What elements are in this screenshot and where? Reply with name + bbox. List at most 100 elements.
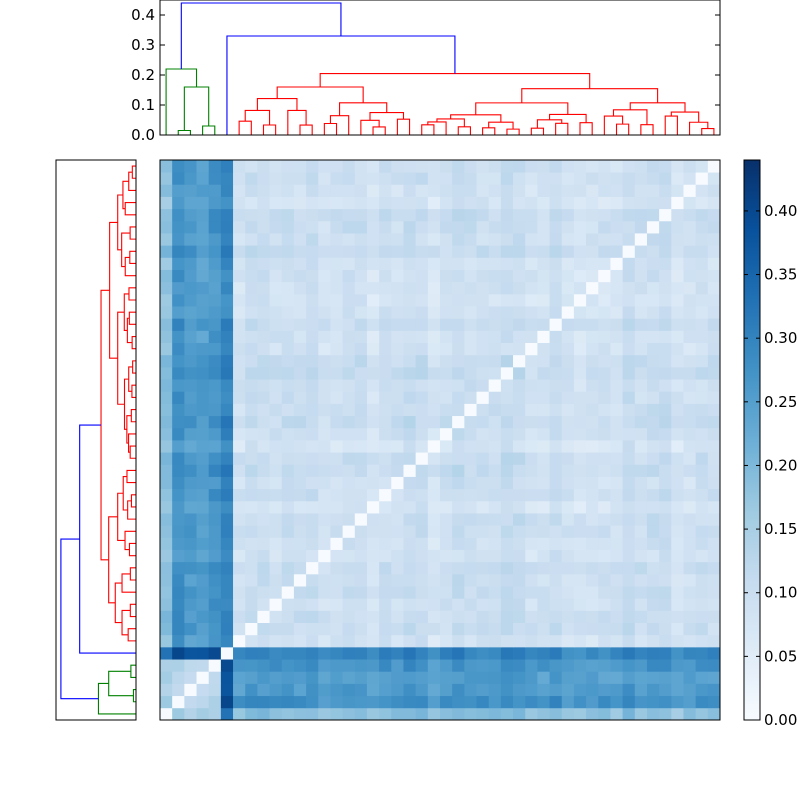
heatmap-cell xyxy=(646,440,660,453)
heatmap-cell xyxy=(330,573,343,587)
heatmap-cell xyxy=(440,330,453,343)
heatmap-cell xyxy=(257,695,270,709)
colorbar-tick-label: 0.25 xyxy=(764,393,797,411)
heatmap-cell xyxy=(415,354,429,368)
heatmap-cell xyxy=(160,379,173,392)
heatmap-cell xyxy=(269,269,283,283)
heatmap-cell xyxy=(683,330,697,343)
heatmap-cell xyxy=(233,293,246,307)
heatmap-cell xyxy=(525,196,538,210)
heatmap-cell xyxy=(659,525,672,538)
dendrogram-link xyxy=(475,102,569,115)
heatmap-cell xyxy=(415,330,429,343)
heatmap-cell xyxy=(646,233,660,246)
heatmap-cell xyxy=(695,598,709,611)
heatmap-cell xyxy=(160,208,173,222)
heatmap-cell xyxy=(440,354,453,368)
heatmap-cell xyxy=(342,342,356,356)
heatmap-cell xyxy=(354,610,368,623)
heatmap-cell xyxy=(671,452,684,465)
heatmap-cell xyxy=(306,306,319,319)
heatmap-cell xyxy=(196,208,210,222)
heatmap-cell xyxy=(488,464,502,477)
heatmap-cell xyxy=(196,525,210,538)
heatmap-cell xyxy=(342,695,356,709)
heatmap-cell xyxy=(440,269,453,283)
heatmap-cell xyxy=(610,379,623,392)
heatmap-cell xyxy=(537,646,550,660)
heatmap-cell xyxy=(281,269,295,283)
heatmap-cell xyxy=(342,573,356,587)
dendrogram-link xyxy=(165,68,198,135)
heatmap-cell xyxy=(525,646,538,660)
heatmap-cell xyxy=(160,634,173,648)
heatmap-cell xyxy=(281,634,295,648)
heatmap-cell xyxy=(586,415,599,429)
heatmap-cell xyxy=(281,330,295,343)
heatmap-cell xyxy=(281,537,295,550)
heatmap-cell xyxy=(342,646,356,660)
heatmap-cell xyxy=(513,415,526,429)
heatmap-cell xyxy=(634,220,648,234)
heatmap-cell xyxy=(330,488,343,502)
heatmap-cell xyxy=(318,513,331,526)
heatmap-cell xyxy=(586,257,599,270)
heatmap-cell xyxy=(500,598,514,611)
heatmap-cell xyxy=(610,634,623,648)
heatmap-cell xyxy=(220,452,234,465)
heatmap-cell xyxy=(269,245,283,258)
heatmap-cell xyxy=(172,610,185,623)
heatmap-cell xyxy=(342,598,356,611)
heatmap-cell xyxy=(513,208,526,222)
heatmap-cell xyxy=(634,695,648,709)
dendrogram-link xyxy=(329,115,350,135)
heatmap-cell xyxy=(707,573,721,587)
heatmap-cell xyxy=(196,257,210,270)
heatmap-cell xyxy=(488,586,502,599)
heatmap-cell xyxy=(707,269,721,283)
heatmap-cell xyxy=(683,707,697,721)
heatmap-cell xyxy=(598,391,611,404)
dendrogram-link xyxy=(121,573,136,593)
heatmap-cell xyxy=(525,208,538,222)
heatmap-cell xyxy=(634,671,648,684)
heatmap-cell xyxy=(440,500,453,514)
heatmap-cell xyxy=(671,427,684,441)
heatmap-cell xyxy=(440,318,453,331)
heatmap-cell xyxy=(330,476,343,490)
heatmap-cell xyxy=(598,561,611,575)
heatmap-cell xyxy=(622,330,636,343)
heatmap-cell xyxy=(646,269,660,283)
heatmap-cell xyxy=(537,354,550,368)
heatmap-cell xyxy=(379,318,392,331)
heatmap-cell xyxy=(561,598,575,611)
heatmap-cell xyxy=(513,306,526,319)
heatmap-cell xyxy=(415,220,429,234)
heatmap-cell xyxy=(427,391,441,404)
dendrogram-link xyxy=(319,72,591,89)
dendrogram-link xyxy=(79,424,136,654)
heatmap-cell xyxy=(634,366,648,380)
heatmap-cell xyxy=(646,257,660,270)
heatmap-cell xyxy=(707,683,721,697)
heatmap-cell xyxy=(330,269,343,283)
heatmap-cell xyxy=(306,257,319,270)
heatmap-cell xyxy=(610,330,623,343)
heatmap-cell xyxy=(634,318,648,331)
heatmap-cell xyxy=(366,415,380,429)
heatmap-cell xyxy=(160,561,173,575)
heatmap-cell xyxy=(440,707,453,721)
heatmap-cell xyxy=(500,683,514,697)
heatmap-cell xyxy=(549,233,563,246)
heatmap-cell xyxy=(306,610,319,623)
heatmap-cell xyxy=(500,293,514,307)
heatmap-cells xyxy=(160,160,721,721)
heatmap-cell xyxy=(427,464,441,477)
heatmap-cell xyxy=(269,707,283,721)
heatmap-cell xyxy=(440,220,453,234)
heatmap-cell xyxy=(354,659,368,672)
heatmap-cell xyxy=(525,330,538,343)
heatmap-cell xyxy=(561,513,575,526)
heatmap-cell xyxy=(403,160,417,173)
heatmap-cell xyxy=(196,220,210,234)
